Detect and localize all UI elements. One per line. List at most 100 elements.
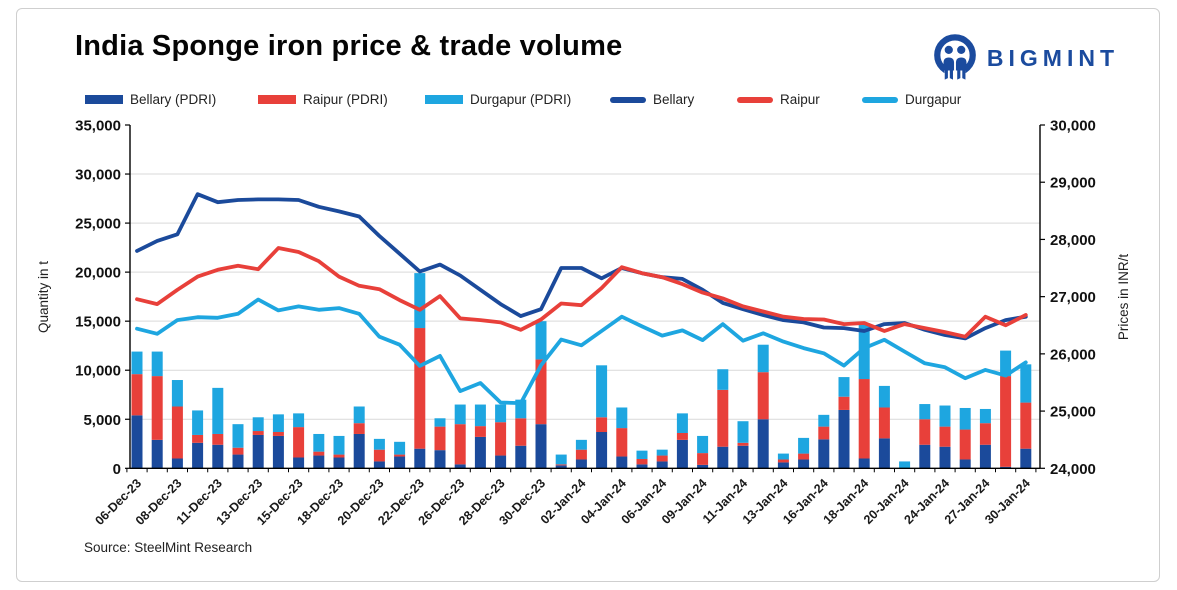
bar-segment (959, 429, 971, 460)
bar-segment (394, 441, 406, 455)
svg-text:25,000: 25,000 (1050, 404, 1096, 421)
bar-segment (373, 449, 385, 462)
bar-segment (394, 456, 406, 469)
bar-segment (717, 389, 729, 447)
bar-segment (697, 453, 709, 465)
bar-segment (616, 456, 628, 469)
svg-text:5,000: 5,000 (83, 412, 121, 429)
svg-text:15,000: 15,000 (75, 314, 121, 331)
bar-segment (919, 444, 931, 469)
bar-segment (495, 455, 507, 469)
bar-segment (818, 426, 830, 440)
bar-segment (232, 454, 244, 469)
volume-bars-layer (131, 273, 1032, 469)
bar-segment (838, 396, 850, 410)
legend-swatch-bellary-line (610, 96, 646, 103)
bar-segment (697, 464, 709, 469)
axes (125, 124, 1045, 473)
bar-segment (151, 376, 163, 440)
bar-segment (717, 446, 729, 469)
bar-segment (414, 273, 426, 329)
bar-segment (656, 449, 668, 456)
bar-segment (979, 423, 991, 445)
bar-segment (151, 439, 163, 469)
bar-segment (1000, 350, 1012, 377)
chart-title: India Sponge iron price & trade volume (75, 30, 623, 62)
bar-segment (616, 407, 628, 429)
bar-segment (373, 438, 385, 450)
bar-segment (232, 424, 244, 448)
bar-segment (454, 424, 466, 465)
legend-swatch-durgapur-line (862, 96, 898, 103)
bar-segment (373, 461, 385, 469)
bar-segment (575, 439, 587, 450)
left-axis-title: Quantity in t (36, 261, 51, 333)
bar-segment (919, 419, 931, 445)
bar-segment (575, 459, 587, 469)
legend-swatch-raipur-line (737, 96, 773, 103)
bar-segment (1020, 364, 1032, 403)
bar-segment (474, 426, 486, 437)
legend-swatch-bellary-pdri (85, 95, 123, 104)
bar-segment (959, 459, 971, 469)
bar-segment (818, 439, 830, 469)
bar-segment (171, 458, 183, 469)
bar-segment (777, 462, 789, 469)
price-line-bellary (135, 192, 1028, 341)
bar-segment (515, 418, 527, 446)
bar-segment (192, 434, 204, 443)
legend-item-raipur-pdri: Raipur (PDRI) (258, 92, 388, 107)
bar-segment (434, 450, 446, 469)
bar-segment (555, 454, 567, 465)
bar-segment (535, 359, 547, 425)
bar-segment (555, 465, 567, 469)
bigmint-logo-text: BIGMINT (986, 44, 1119, 71)
bar-segment (515, 445, 527, 469)
bar-segment (414, 328, 426, 449)
bar-segment (313, 451, 325, 456)
svg-text:35,000: 35,000 (75, 118, 121, 135)
bar-segment (697, 435, 709, 454)
svg-text:26,000: 26,000 (1050, 346, 1096, 363)
right-axis-title: Prices in INR/t (1116, 254, 1131, 341)
bar-segment (596, 365, 608, 418)
bar-segment (979, 444, 991, 469)
bigmint-logo: BIGMINT (932, 34, 1119, 82)
bar-segment (131, 351, 143, 375)
source-note: Source: SteelMint Research (84, 540, 253, 555)
bar-segment (232, 447, 244, 455)
svg-text:28,000: 28,000 (1050, 232, 1096, 249)
legend-label: Bellary (653, 92, 695, 107)
bar-segment (192, 442, 204, 469)
bar-segment (596, 417, 608, 433)
bar-segment (252, 434, 264, 469)
legend-item-durgapur-pdri: Durgapur (PDRI) (425, 92, 571, 107)
bar-segment (333, 457, 345, 469)
bar-segment (293, 457, 305, 469)
bar-segment (495, 404, 507, 423)
bar-segment (798, 453, 810, 460)
bar-segment (596, 432, 608, 469)
bar-segment (212, 433, 224, 445)
svg-text:30,000: 30,000 (75, 167, 121, 184)
bar-segment (777, 459, 789, 463)
price-lines-layer (135, 192, 1028, 406)
bar-segment (616, 428, 628, 457)
bar-segment (939, 405, 951, 427)
bar-segment (1000, 376, 1012, 467)
bar-segment (878, 438, 890, 469)
bar-segment (272, 414, 284, 433)
bar-segment (353, 406, 365, 424)
legend-label: Bellary (PDRI) (130, 92, 217, 107)
bar-segment (919, 404, 931, 420)
bar-segment (272, 435, 284, 469)
bar-segment (899, 461, 911, 469)
bar-segment (474, 404, 486, 427)
svg-text:24,000: 24,000 (1050, 461, 1096, 478)
legend-swatch-durgapur-pdri (425, 95, 463, 104)
bar-segment (737, 445, 749, 469)
bar-segment (333, 454, 345, 458)
bar-segment (313, 455, 325, 469)
bar-segment (979, 408, 991, 424)
bar-segment (656, 455, 668, 462)
